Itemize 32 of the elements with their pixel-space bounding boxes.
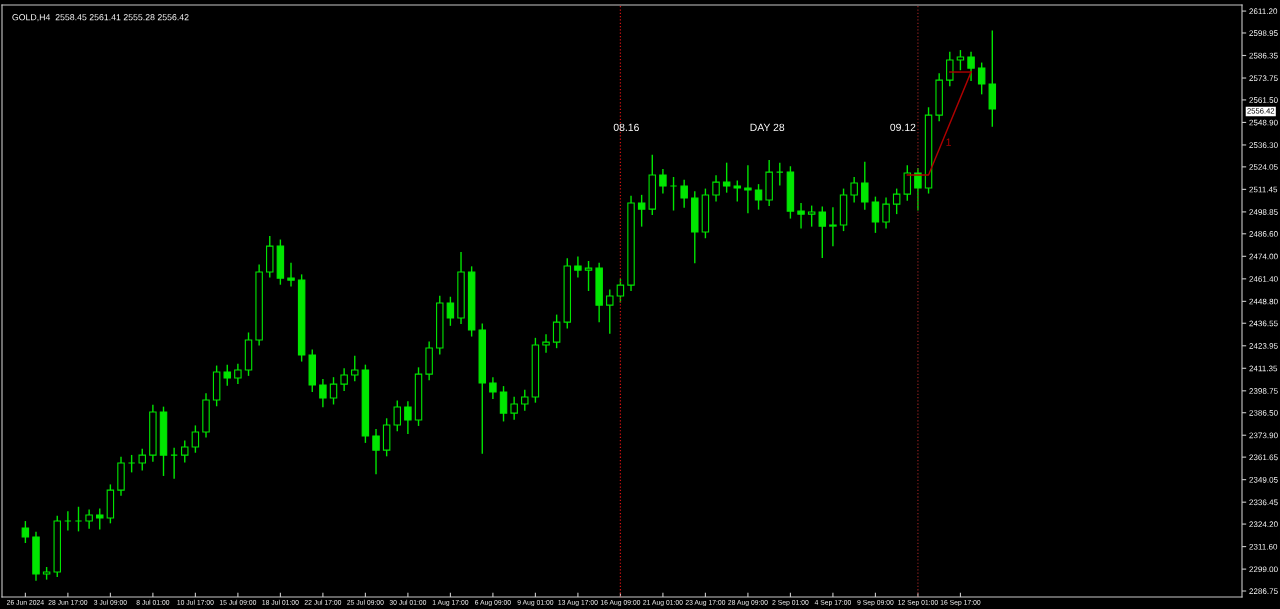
y-tick-label: 2386.50 xyxy=(1249,410,1278,416)
y-tick-label: 2411.35 xyxy=(1249,365,1278,372)
y-tick-label: 2598.95 xyxy=(1249,30,1278,36)
y-tick-label: 2524.05 xyxy=(1249,164,1278,170)
y-tick-label: 2573.75 xyxy=(1249,75,1278,82)
y-tick-label: 2336.45 xyxy=(1249,499,1278,506)
y-tick-label: 2324.20 xyxy=(1249,521,1278,528)
y-tick-label: 2398.75 xyxy=(1249,388,1278,394)
y-tick-label: 2286.75 xyxy=(1249,588,1278,595)
y-tick-label: 2611.20 xyxy=(1249,8,1278,15)
y-tick-label: 2498.85 xyxy=(1249,209,1278,215)
annotation: 09.12 xyxy=(890,123,916,132)
y-tick-label: 2474.00 xyxy=(1249,253,1278,260)
y-tick-label: 2448.80 xyxy=(1249,298,1278,305)
y-tick-label: 2373.90 xyxy=(1249,432,1278,439)
annotation: DAY 28 xyxy=(750,123,785,132)
y-tick-label: 2561.50 xyxy=(1249,97,1278,103)
y-tick-label: 2349.05 xyxy=(1249,476,1278,483)
y-tick-label: 2586.35 xyxy=(1249,52,1278,59)
y-tick-label: 2461.40 xyxy=(1249,276,1278,282)
y-tick-label: 2536.30 xyxy=(1249,142,1278,148)
y-tick-label: 2423.95 xyxy=(1249,343,1278,349)
y-tick-label: 2486.60 xyxy=(1249,231,1278,237)
annotation: 08.16 xyxy=(613,123,639,132)
y-tick-label: 2299.00 xyxy=(1249,566,1278,573)
y-tick-label: 2436.55 xyxy=(1249,320,1278,327)
annotation: 1 xyxy=(946,138,951,146)
annotation: GOLD,H4 2558.45 2561.41 2555.28 2556.42 xyxy=(12,14,189,22)
y-tick-label: 2311.60 xyxy=(1249,543,1278,550)
y-tick-label: 2511.45 xyxy=(1249,186,1278,193)
y-tick-label: 2548.90 xyxy=(1249,119,1278,126)
y-tick-label: 2361.65 xyxy=(1249,454,1278,461)
